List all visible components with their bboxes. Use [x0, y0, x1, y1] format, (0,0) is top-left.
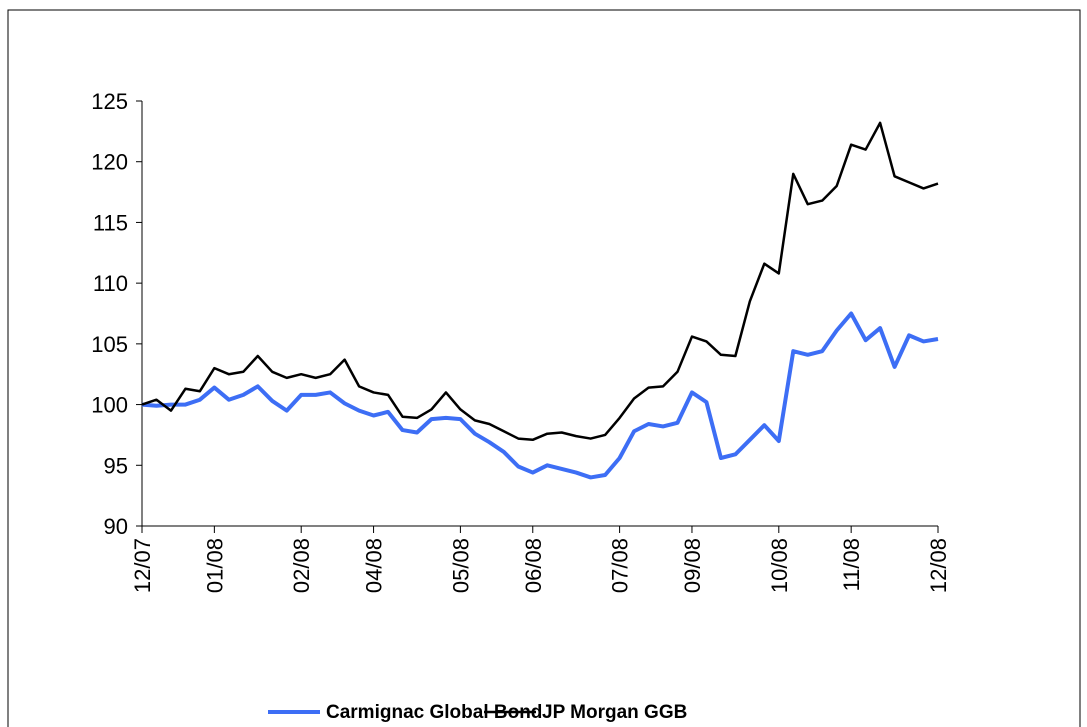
x-tick-label: 10/08 — [767, 538, 792, 593]
x-tick-label: 12/08 — [926, 538, 951, 593]
y-tick-label: 115 — [93, 210, 128, 235]
x-tick-label: 04/08 — [362, 538, 387, 593]
x-tick-label: 02/08 — [289, 538, 314, 593]
x-tick-label: 07/08 — [608, 538, 633, 593]
series-line — [141, 121, 939, 442]
y-tick-label: 125 — [91, 89, 128, 114]
x-tick-label: 01/08 — [202, 538, 227, 593]
x-tick-label: 06/08 — [521, 538, 546, 593]
x-tick-label: 12/07 — [130, 538, 155, 593]
x-tick-label: 05/08 — [448, 538, 473, 593]
series-line — [141, 311, 939, 480]
x-tick-label: 11/08 — [839, 538, 864, 591]
x-tick-label: 09/08 — [680, 538, 705, 593]
y-tick-label: 90 — [104, 514, 128, 539]
y-tick-label: 95 — [104, 453, 128, 478]
y-tick-label: 100 — [91, 393, 128, 418]
legend-label: JP Morgan GGB — [542, 702, 687, 723]
y-tick-label: 105 — [91, 332, 128, 357]
chart-border — [7, 9, 1081, 727]
legend-label: Carmignac Global Bond — [326, 702, 542, 723]
y-tick-label: 110 — [93, 271, 128, 296]
y-tick-label: 120 — [91, 150, 128, 175]
